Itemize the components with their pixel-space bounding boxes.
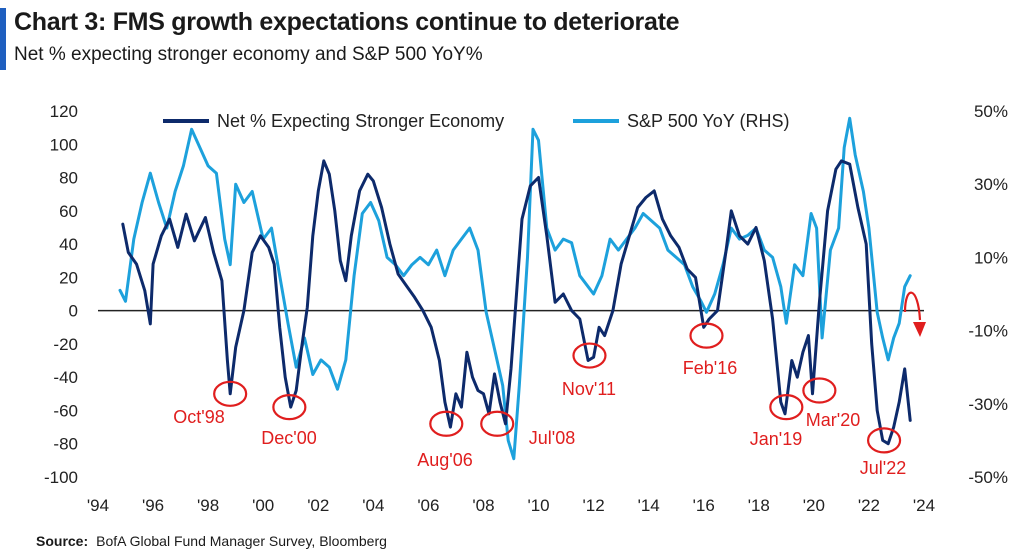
trend-arrow-icon	[903, 291, 926, 337]
x-tick-label: '16	[693, 496, 715, 515]
annotation-circle	[802, 377, 837, 404]
y-left-tick-label: 0	[69, 302, 78, 321]
y-right-tick-label: -30%	[968, 395, 1008, 414]
x-axis: '94 '96 '98 '00 '02 '04 '06 '08 '10 '12 '14 '16 '18 '…	[87, 496, 935, 515]
x-tick-label: '08	[472, 496, 494, 515]
arrow-head	[913, 322, 926, 337]
x-tick-label: '14	[638, 496, 660, 515]
y-right-tick-label: 30%	[974, 175, 1008, 194]
chart-svg: 120 100 80 60 40 20 0 -20 -40 -60 -80 -100 50% 30% 10…	[44, 102, 1008, 515]
x-tick-label: '10	[527, 496, 549, 515]
source-note: Source: BofA Global Fund Manager Survey, …	[36, 533, 387, 549]
x-tick-label: '24	[913, 496, 935, 515]
x-tick-label: '94	[87, 496, 109, 515]
x-tick-label: '02	[307, 496, 329, 515]
x-tick-label: '12	[583, 496, 605, 515]
annotations: Oct'98 Dec'00 Aug'06 Jul'08 Nov'11 Feb'16 Jan'…	[173, 322, 906, 478]
annotation-label: Jul'08	[529, 428, 575, 448]
series-line-spx	[118, 116, 912, 461]
annotation-circle	[769, 394, 804, 421]
annotation-circle	[480, 410, 515, 437]
annotation-label: Dec'00	[261, 428, 316, 448]
y-left-tick-label: 60	[59, 202, 78, 221]
series-layer	[118, 116, 912, 461]
annotation-circle	[572, 342, 607, 369]
annotation-circle	[689, 322, 724, 349]
x-tick-label: '96	[142, 496, 164, 515]
annotation-circle	[866, 427, 902, 454]
x-tick-label: '18	[748, 496, 770, 515]
legend-label: S&P 500 YoY (RHS)	[627, 111, 789, 131]
annotation-label: Aug'06	[417, 450, 473, 470]
x-tick-label: '20	[803, 496, 825, 515]
y-left-tick-label: -100	[44, 468, 78, 487]
x-tick-label: '98	[197, 496, 219, 515]
chart-subtitle: Net % expecting stronger economy and S&P…	[14, 44, 483, 65]
legend-label: Net % Expecting Stronger Economy	[217, 111, 504, 131]
annotation-circle	[213, 380, 248, 407]
title-accent-bar	[0, 8, 6, 70]
annotation-label: Jan'19	[750, 429, 802, 449]
y-left-tick-label: 40	[59, 235, 78, 254]
x-tick-label: '22	[858, 496, 880, 515]
arrow-curve	[903, 291, 922, 321]
source-text: BofA Global Fund Manager Survey, Bloombe…	[96, 533, 387, 549]
y-left-tick-label: 20	[59, 268, 78, 287]
annotation-circle	[429, 410, 464, 437]
annotation-label: Feb'16	[683, 358, 737, 378]
annotation-label: Jul'22	[860, 458, 906, 478]
y-left-tick-label: -20	[53, 335, 78, 354]
y-right-tick-label: -10%	[968, 322, 1008, 341]
y-right-tick-label: 50%	[974, 102, 1008, 121]
annotation-label: Oct'98	[173, 407, 224, 427]
x-tick-label: '00	[252, 496, 274, 515]
annotation-circle	[272, 394, 307, 421]
x-tick-label: '04	[362, 496, 384, 515]
y-right-tick-label: 10%	[974, 248, 1008, 267]
y-left-tick-label: 80	[59, 169, 78, 188]
y-left-tick-label: 120	[50, 102, 78, 121]
legend: Net % Expecting Stronger Economy S&P 500 …	[163, 111, 789, 131]
y-left-tick-label: 100	[50, 135, 78, 154]
series-line-fms	[121, 159, 912, 446]
annotation-label: Nov'11	[562, 379, 616, 399]
annotation-label: Mar'20	[806, 410, 860, 430]
source-label: Source:	[36, 533, 89, 549]
x-tick-label: '06	[417, 496, 439, 515]
y-left-tick-label: -80	[53, 435, 78, 454]
y-left-tick-label: -40	[53, 368, 78, 387]
y-axis-left: 120 100 80 60 40 20 0 -20 -40 -60 -80 -100	[44, 102, 78, 487]
y-right-tick-label: -50%	[968, 468, 1008, 487]
chart-title: Chart 3: FMS growth expectations continu…	[14, 8, 680, 36]
y-axis-right: 50% 30% 10% -10% -30% -50%	[968, 102, 1008, 487]
y-left-tick-label: -60	[53, 401, 78, 420]
